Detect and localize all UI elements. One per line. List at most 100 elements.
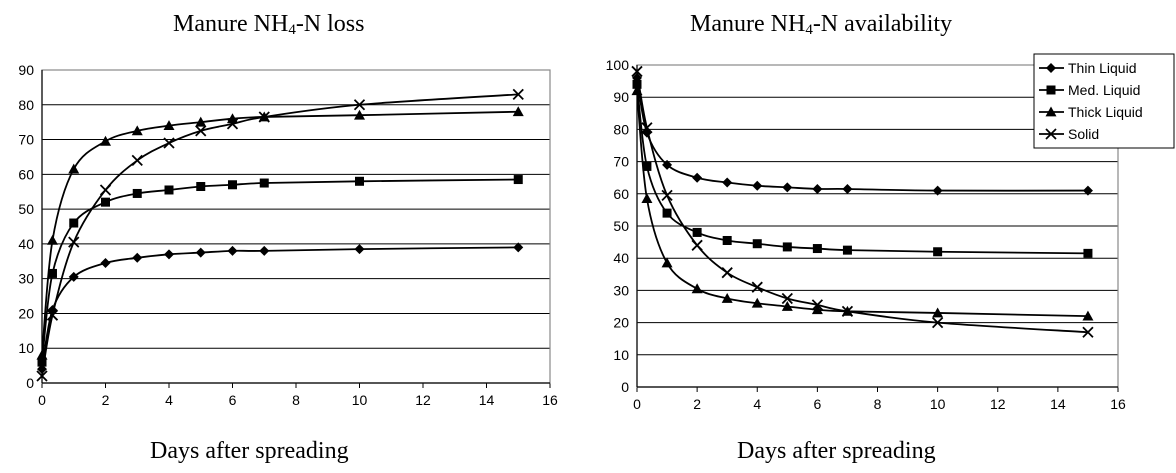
legend-box <box>1033 53 1175 149</box>
data-point-thin-liquid <box>932 185 943 196</box>
x-tick-label: 4 <box>753 396 761 412</box>
data-point-med-liquid <box>842 245 852 255</box>
x-tick-label: 8 <box>292 392 300 408</box>
x-tick-label: 14 <box>479 392 495 408</box>
series-thick-liquid <box>631 85 1094 321</box>
series-line-med-liquid <box>41 178 519 363</box>
data-point-solid <box>721 267 733 279</box>
series-thick-liquid <box>36 106 524 360</box>
data-point-solid <box>131 154 143 167</box>
legend-marker-thin-liquid <box>1046 63 1056 73</box>
series-thin-liquid <box>632 72 1093 196</box>
data-point-thick-liquid <box>100 135 111 146</box>
data-point-med-liquid <box>642 161 652 171</box>
y-tick-label: 60 <box>18 166 34 182</box>
x-tick-label: 8 <box>874 396 882 412</box>
chart-1: 0 10 20 30 40 50 60 70 80 90 0 2 4 6 8 10 12 14 16 <box>18 62 558 408</box>
series-med-liquid <box>37 175 523 367</box>
series-solid <box>36 88 524 382</box>
series-solid <box>631 65 1094 338</box>
data-point-solid <box>631 65 643 78</box>
data-point-med-liquid <box>782 242 792 252</box>
y-tick-label: 0 <box>621 379 629 395</box>
data-point-med-liquid <box>513 175 523 185</box>
chart-2-x-axis-label: Days after spreading <box>737 438 936 464</box>
chart-2: 0 10 20 30 40 50 60 70 80 90 100 0 2 4 6 8 10 12 14 16 Thin … <box>606 53 1175 412</box>
data-point-thin-liquid <box>68 271 79 282</box>
x-tick-label: 2 <box>693 396 701 412</box>
y-tick-label: 70 <box>613 154 629 170</box>
x-tick-label: 6 <box>229 392 237 408</box>
data-point-thick-liquid <box>1082 310 1094 321</box>
data-point-med-liquid <box>69 218 79 228</box>
legend-marker-thick-liquid <box>1045 106 1057 117</box>
data-point-med-liquid <box>662 208 672 218</box>
x-tick-label: 6 <box>813 396 821 412</box>
data-point-thick-liquid <box>131 125 143 136</box>
legend-label-thin-liquid: Thin Liquid <box>1068 60 1137 76</box>
data-point-solid <box>46 309 59 321</box>
data-point-thin-liquid <box>259 245 270 256</box>
data-point-solid <box>36 370 48 382</box>
x-tick-label: 10 <box>352 392 368 408</box>
data-point-med-liquid <box>355 176 364 186</box>
data-point-thin-liquid <box>227 245 238 256</box>
data-point-thin-liquid <box>1082 185 1093 196</box>
data-point-thick-liquid <box>661 257 673 268</box>
data-point-med-liquid <box>259 178 269 188</box>
data-point-solid <box>811 299 824 311</box>
data-point-med-liquid <box>722 235 732 245</box>
x-tick-label: 0 <box>633 396 641 412</box>
series-line-thin-liquid <box>41 246 519 370</box>
x-tick-label: 0 <box>38 392 46 408</box>
data-point-med-liquid <box>196 182 206 192</box>
y-tick-label: 10 <box>18 340 34 356</box>
data-point-solid <box>99 184 112 196</box>
data-point-solid <box>751 281 763 293</box>
data-point-med-liquid <box>933 247 943 257</box>
data-point-solid <box>691 239 703 251</box>
data-point-solid <box>512 88 524 100</box>
y-tick-label: 20 <box>18 305 34 321</box>
data-point-thin-liquid <box>513 242 524 253</box>
data-point-thin-liquid <box>842 183 853 194</box>
series-line-solid <box>636 71 1088 334</box>
data-point-med-liquid <box>47 268 57 278</box>
y-tick-label: 70 <box>18 132 34 148</box>
legend-marker-med-liquid <box>1046 85 1056 95</box>
legend-label-solid: Solid <box>1068 126 1099 142</box>
data-point-thick-liquid <box>932 307 944 318</box>
y-tick-label: 90 <box>613 89 629 105</box>
x-tick-label: 16 <box>542 392 558 408</box>
data-point-solid <box>195 125 207 137</box>
data-point-med-liquid <box>752 239 762 249</box>
data-point-med-liquid <box>101 197 110 207</box>
data-point-thick-liquid <box>163 120 175 131</box>
data-point-thick-liquid <box>354 109 365 120</box>
data-point-solid <box>353 99 366 111</box>
data-point-thin-liquid <box>662 159 673 170</box>
data-point-thin-liquid <box>195 247 206 258</box>
data-point-thin-liquid <box>100 258 111 269</box>
data-point-med-liquid <box>632 79 642 89</box>
data-point-thin-liquid <box>752 180 763 191</box>
legend-label-med-liquid: Med. Liquid <box>1068 82 1140 98</box>
legend-label-thick-liquid: Thick Liquid <box>1068 104 1143 120</box>
y-tick-label: 40 <box>18 236 34 252</box>
chart-2-title: Manure NH4-N availability <box>690 11 953 38</box>
y-tick-label: 60 <box>613 186 629 202</box>
y-tick-label: 40 <box>613 250 629 266</box>
data-point-thin-liquid <box>354 244 365 255</box>
series-line-thick-liquid <box>41 110 519 356</box>
data-point-solid <box>841 305 854 317</box>
data-point-thin-liquid <box>812 183 823 194</box>
data-point-med-liquid <box>812 244 822 254</box>
data-point-thick-liquid <box>751 297 763 308</box>
data-point-thick-liquid <box>641 193 653 204</box>
chart-1-title: Manure NH4-N loss <box>173 11 365 38</box>
y-tick-label: 0 <box>26 375 34 391</box>
series-med-liquid <box>632 79 1093 258</box>
data-point-thick-liquid <box>811 304 823 315</box>
data-point-thick-liquid <box>512 106 524 117</box>
data-point-med-liquid <box>37 357 47 367</box>
